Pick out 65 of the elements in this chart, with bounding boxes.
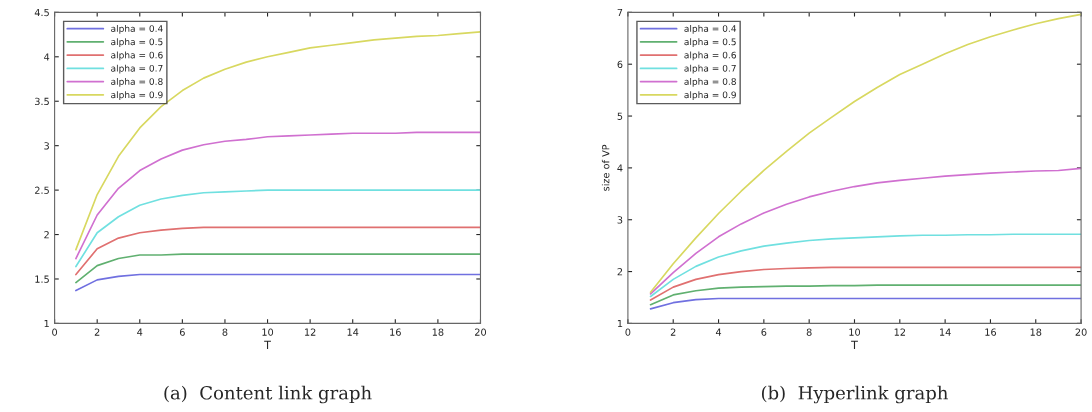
legend-label: alpha = 0.4 xyxy=(111,25,163,34)
x-tick-label: 10 xyxy=(262,328,274,336)
y-tick-label: 1.5 xyxy=(35,275,49,283)
legend-label: alpha = 0.4 xyxy=(684,25,737,34)
x-tick-label: 8 xyxy=(806,328,812,336)
y-tick-label: 4 xyxy=(44,53,50,61)
x-tick-label: 14 xyxy=(940,328,951,336)
legend-label: alpha = 0.9 xyxy=(111,91,163,100)
x-tick-label: 0 xyxy=(52,328,58,336)
legend-label: alpha = 0.8 xyxy=(684,78,736,87)
line-series xyxy=(649,284,1082,306)
line-series xyxy=(75,253,481,284)
x-axis-title: T xyxy=(851,340,858,349)
x-tick-label: 14 xyxy=(347,328,359,336)
legend-label: alpha = 0.7 xyxy=(684,64,736,74)
y-tick-label: 1 xyxy=(44,320,49,328)
legend-label: alpha = 0.6 xyxy=(111,51,163,61)
legend-label: alpha = 0.9 xyxy=(684,91,736,100)
x-tick-label: 0 xyxy=(625,328,631,336)
y-tick-label: 3 xyxy=(44,142,49,150)
x-tick-label: 6 xyxy=(179,328,185,336)
y-tick-label: 3.5 xyxy=(35,97,49,106)
legend-label: alpha = 0.5 xyxy=(111,38,163,47)
x-axis-title: T xyxy=(264,340,271,349)
x-tick-label: 16 xyxy=(390,328,401,336)
x-tick-label: 10 xyxy=(849,328,861,336)
x-tick-label: 2 xyxy=(670,328,676,336)
y-tick-label: 2 xyxy=(44,231,49,239)
line-series xyxy=(75,189,481,268)
y-tick-label: 5 xyxy=(617,112,623,120)
text: (b) Hyperlink graph xyxy=(761,385,948,404)
text: (a) Content link graph xyxy=(164,385,372,404)
y-tick-label: 6 xyxy=(617,60,623,69)
x-tick-label: 18 xyxy=(432,328,444,336)
x-tick-label: 8 xyxy=(222,328,228,336)
x-tick-label: 6 xyxy=(761,328,767,336)
y-tick-label: 3 xyxy=(617,216,623,224)
x-tick-label: 12 xyxy=(894,328,906,336)
legend-label: alpha = 0.5 xyxy=(684,38,736,47)
y-tick-label: 2 xyxy=(617,268,623,276)
y-tick-label: 7 xyxy=(617,8,623,17)
x-tick-label: 18 xyxy=(1030,328,1042,336)
legend-label: alpha = 0.8 xyxy=(111,78,163,87)
y-tick-label: 1 xyxy=(617,320,623,328)
line-series xyxy=(649,266,1082,301)
y-axis-title: size of VP xyxy=(601,144,610,191)
line-series xyxy=(649,233,1082,298)
line-series xyxy=(649,13,1082,294)
x-tick-label: 2 xyxy=(94,328,100,336)
x-tick-label: 16 xyxy=(985,328,997,336)
x-tick-label: 20 xyxy=(475,328,487,336)
legend-label: alpha = 0.6 xyxy=(684,51,736,61)
y-tick-label: 4.5 xyxy=(34,8,49,17)
y-tick-label: 4 xyxy=(617,164,623,172)
line-series xyxy=(649,167,1082,295)
line-series xyxy=(75,131,481,260)
x-tick-label: 4 xyxy=(137,328,143,336)
line-series xyxy=(649,297,1082,310)
x-tick-label: 4 xyxy=(715,328,722,336)
legend-label: alpha = 0.7 xyxy=(111,64,163,74)
x-tick-label: 20 xyxy=(1075,328,1087,336)
y-tick-label: 2.5 xyxy=(34,186,49,194)
x-tick-label: 12 xyxy=(305,328,316,336)
line-series xyxy=(75,226,481,276)
line-series xyxy=(75,273,481,292)
